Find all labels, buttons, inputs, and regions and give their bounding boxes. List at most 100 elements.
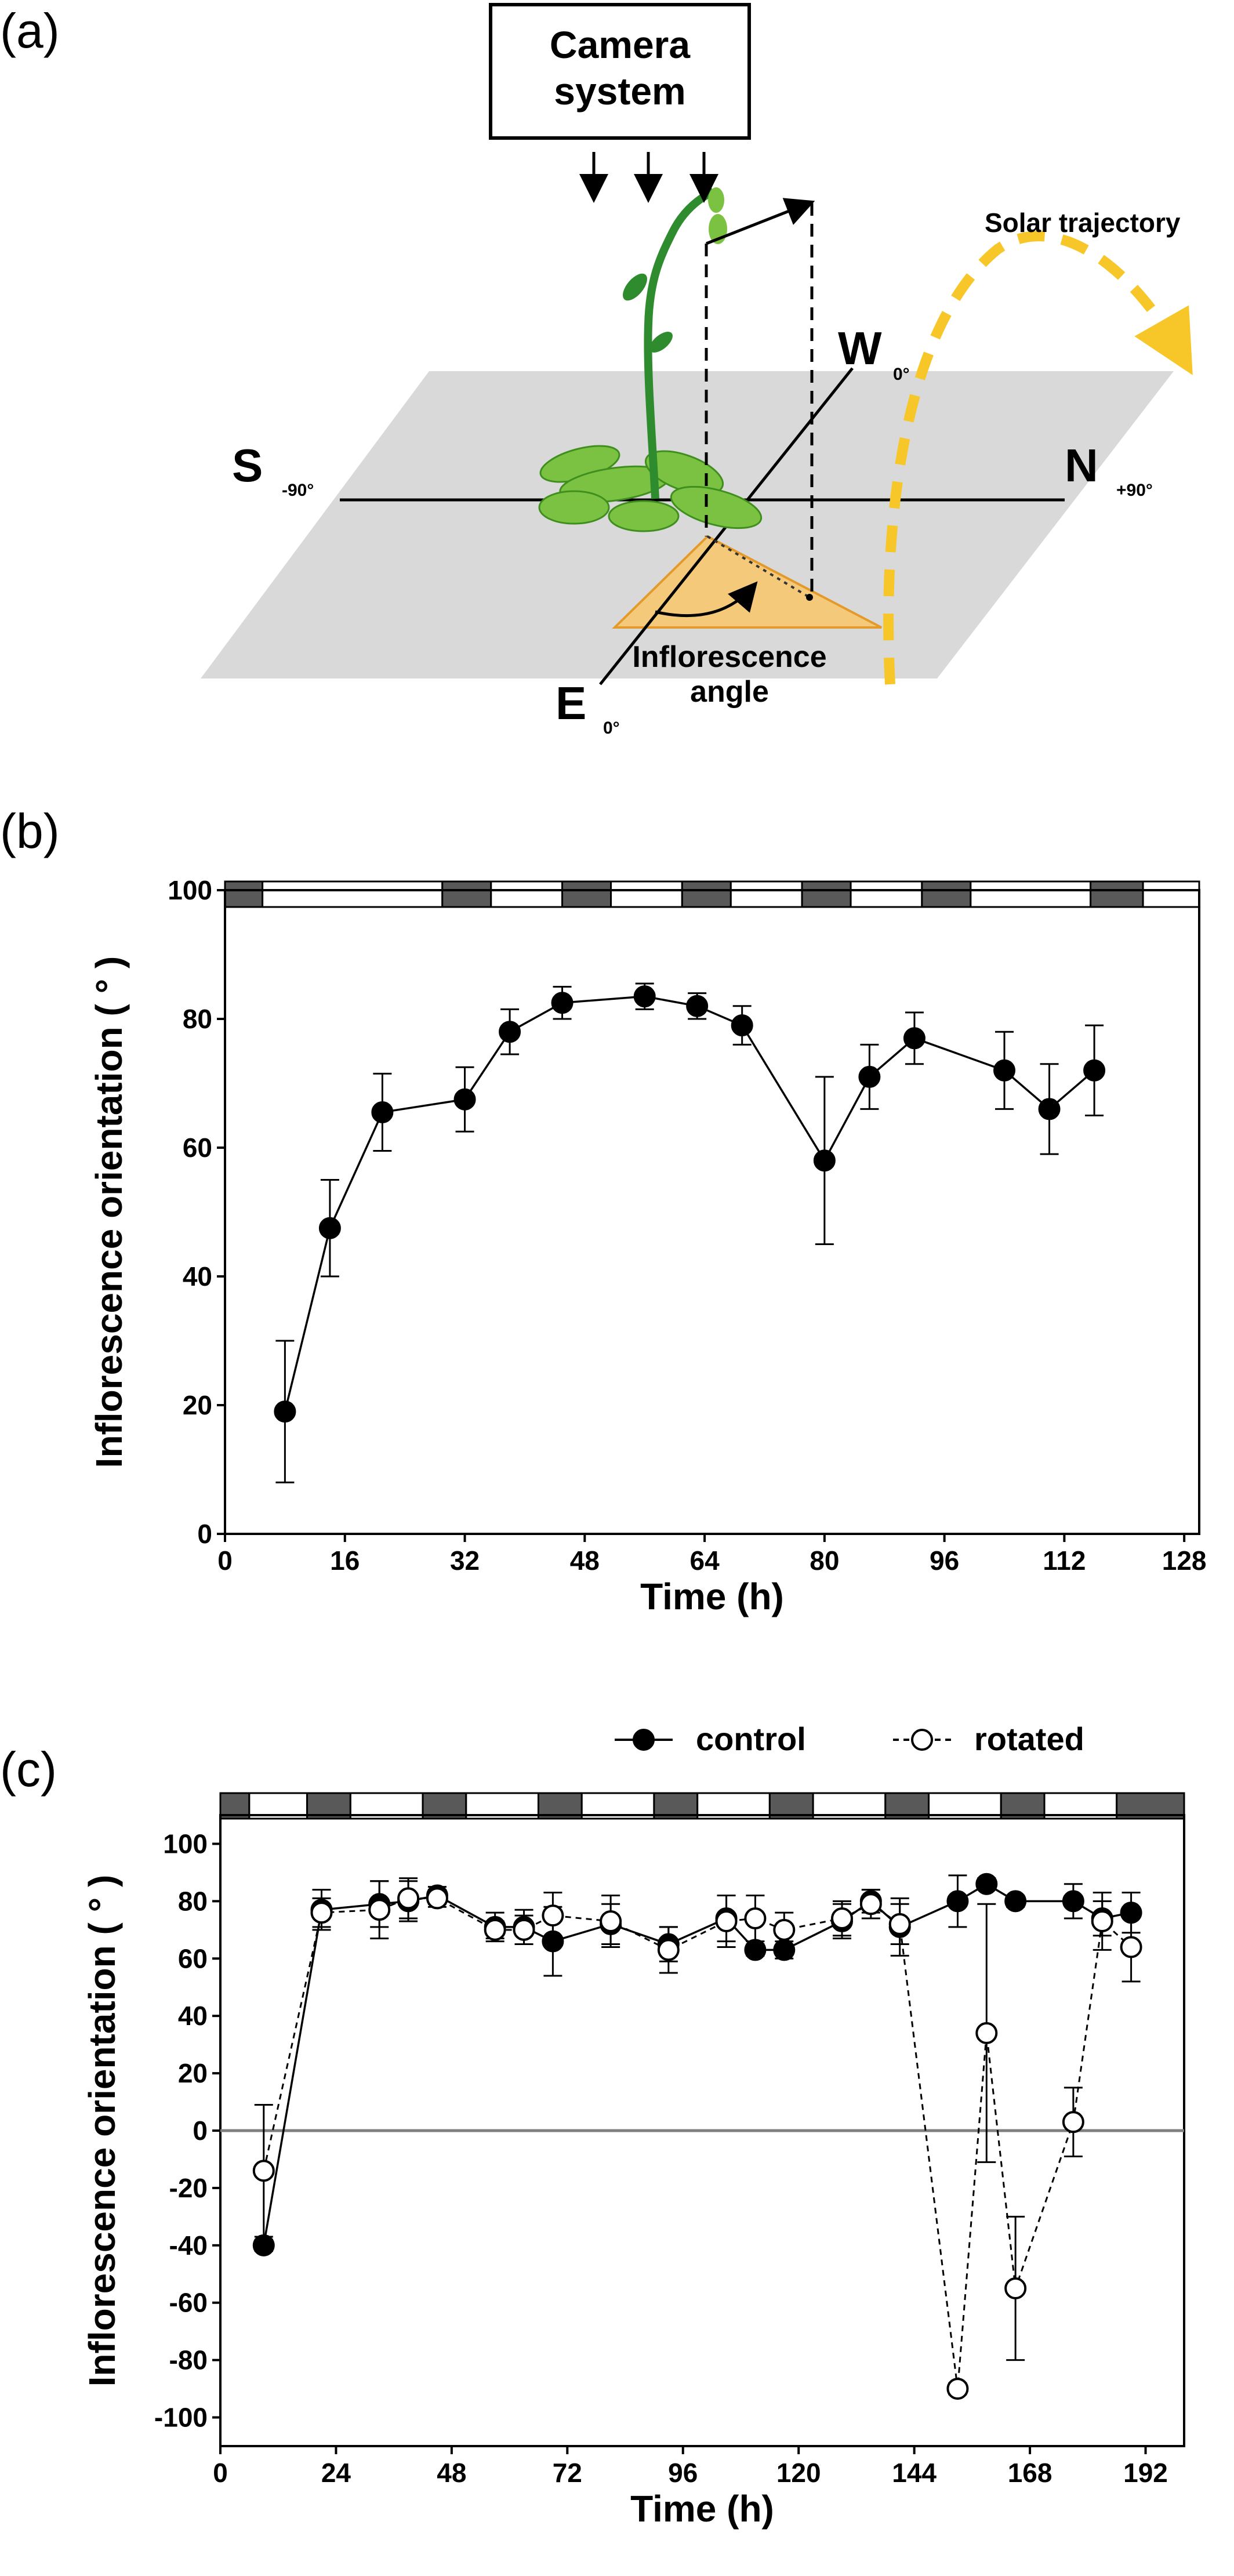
light-bar-light-segment bbox=[850, 880, 923, 908]
series-point bbox=[993, 1059, 1015, 1082]
x-tick-label: 48 bbox=[570, 1545, 600, 1576]
y-tick-label: 60 bbox=[178, 1943, 208, 1973]
light-bar-dark-segment bbox=[921, 880, 972, 908]
series-point bbox=[686, 995, 709, 1017]
west-degree: 0° bbox=[893, 365, 910, 384]
camera-system-box bbox=[489, 3, 751, 140]
legend-control-marker bbox=[633, 1729, 655, 1751]
x-tick-label: 0 bbox=[213, 2458, 228, 2488]
y-axis-title: Inflorescence orientation ( ° ) bbox=[88, 956, 130, 1468]
y-tick-label: -100 bbox=[154, 2403, 208, 2433]
x-tick-label: 168 bbox=[1008, 2458, 1052, 2488]
y-tick-label: -60 bbox=[169, 2288, 208, 2318]
y-tick-label: 100 bbox=[168, 875, 212, 905]
rotated-line bbox=[263, 1897, 1132, 2389]
south-degree: -90° bbox=[282, 481, 314, 500]
rotated-point bbox=[484, 1918, 506, 1941]
x-tick-label: 72 bbox=[553, 2458, 582, 2488]
west-label: W bbox=[838, 322, 882, 374]
ground-plane bbox=[201, 371, 1174, 679]
rotated-point bbox=[1004, 2277, 1027, 2299]
legend-rotated-marker bbox=[911, 1729, 933, 1751]
rotated-point bbox=[1091, 1910, 1113, 1932]
panel-a-label: (a) bbox=[0, 3, 60, 58]
light-bar-light-segment bbox=[729, 880, 803, 908]
panel-b-label: (b) bbox=[0, 804, 60, 858]
legend-control-label: control bbox=[696, 1721, 806, 1757]
rotated-point bbox=[1062, 2111, 1084, 2134]
south-label: S bbox=[232, 440, 263, 491]
light-bar-dark-segment bbox=[441, 880, 492, 908]
rotated-point bbox=[252, 2160, 275, 2182]
y-tick-label: -20 bbox=[169, 2173, 208, 2203]
legend-rotated-label: rotated bbox=[974, 1721, 1084, 1757]
light-bar-light-segment bbox=[970, 880, 1092, 908]
rotated-point bbox=[773, 1918, 796, 1941]
x-tick-label: 96 bbox=[668, 2458, 698, 2488]
light-bar-light-segment bbox=[610, 880, 683, 908]
x-tick-label: 64 bbox=[689, 1545, 720, 1576]
y-tick-label: 0 bbox=[197, 1519, 212, 1549]
control-point bbox=[946, 1890, 969, 1913]
x-tick-label: 32 bbox=[450, 1545, 480, 1576]
x-tick-label: 96 bbox=[930, 1545, 959, 1576]
plot-frame bbox=[224, 889, 1200, 1535]
chart-b: 0 20 40 60 80 100 0 16 32 48 64 80 96 112 128 Time (h) I… bbox=[88, 875, 1207, 1617]
x-axis-title: Time (h) bbox=[630, 2488, 774, 2530]
series-point bbox=[274, 1401, 296, 1423]
light-bar-dark-segment bbox=[801, 880, 852, 908]
x-tick-label: 128 bbox=[1162, 1545, 1207, 1576]
projection-lines bbox=[655, 198, 815, 618]
y-tick-label: 40 bbox=[183, 1261, 212, 1291]
rotated-point bbox=[1120, 1936, 1142, 1958]
light-bar-light-segment bbox=[262, 880, 444, 908]
light-bar-dark-segment bbox=[1090, 880, 1144, 908]
y-tick-label: -80 bbox=[169, 2345, 208, 2375]
north-degree: +90° bbox=[1116, 481, 1153, 500]
series-point bbox=[903, 1027, 926, 1050]
light-bar-dark-segment bbox=[681, 880, 732, 908]
series-point bbox=[1083, 1059, 1106, 1082]
y-tick-label: 40 bbox=[178, 2001, 208, 2031]
rotated-point bbox=[859, 1893, 882, 1915]
rotated-point bbox=[657, 1939, 680, 1961]
x-tick-label: 112 bbox=[1043, 1545, 1086, 1576]
y-tick-label: 80 bbox=[183, 1004, 212, 1034]
series-point bbox=[318, 1217, 341, 1239]
north-label: N bbox=[1065, 440, 1098, 491]
rotated-point bbox=[946, 2378, 969, 2400]
angle-label-line2: angle bbox=[690, 675, 769, 709]
solar-trajectory-label: Solar trajectory bbox=[985, 208, 1181, 238]
rotated-point bbox=[715, 1910, 738, 1932]
rotated-point bbox=[397, 1887, 420, 1910]
panel-a: (a) Camera system bbox=[0, 3, 1193, 738]
light-bar-dark-segment bbox=[224, 880, 264, 908]
camera-arrows bbox=[579, 152, 718, 203]
y-tick-label: 20 bbox=[178, 2058, 208, 2088]
series-point bbox=[813, 1149, 836, 1172]
camera-label-line2: system bbox=[554, 70, 686, 113]
rotated-point bbox=[600, 1910, 622, 1932]
series-point bbox=[499, 1021, 521, 1043]
control-point bbox=[252, 2234, 275, 2256]
y-tick-label: 0 bbox=[193, 2116, 208, 2146]
camera-label-line1: Camera bbox=[550, 23, 691, 66]
solar-trajectory-arrow bbox=[883, 231, 1193, 685]
series-point bbox=[1038, 1098, 1061, 1120]
x-tick-label: 48 bbox=[437, 2458, 466, 2488]
rotated-point bbox=[542, 1904, 564, 1927]
rotated-point bbox=[426, 1887, 448, 1910]
control-point bbox=[975, 1873, 998, 1895]
x-tick-label: 80 bbox=[810, 1545, 839, 1576]
x-tick-label: 0 bbox=[217, 1545, 233, 1576]
chart-c: -100 -80 -60 -40 -20 0 20 40 60 80 100 0 24 48 72 96 120… bbox=[81, 1721, 1185, 2530]
rotated-point bbox=[513, 1918, 535, 1941]
rotated-point bbox=[830, 1907, 853, 1930]
series-point bbox=[551, 992, 574, 1014]
panel-c: (c) -100 -80 -60 -40 -20 0 20 40 60 80 100 0 24 48 72 9… bbox=[0, 1721, 1185, 2530]
plant-icon bbox=[538, 187, 763, 532]
x-tick-label: 24 bbox=[321, 2458, 351, 2488]
light-bar-dark-segment bbox=[561, 880, 612, 908]
angle-label-line1: Inflorescence bbox=[632, 640, 826, 674]
